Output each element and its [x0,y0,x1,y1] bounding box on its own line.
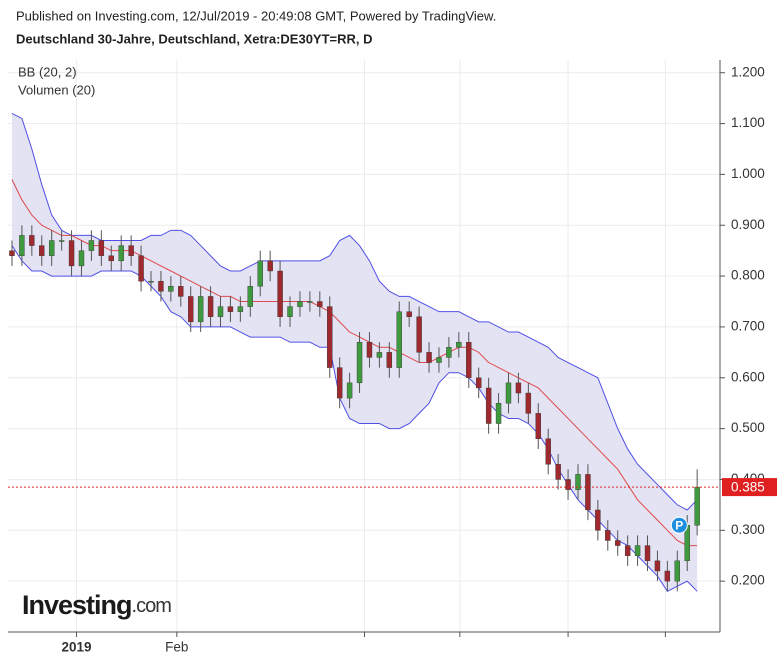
candle-body [128,245,134,256]
candle-body [277,270,283,317]
candle-body [9,250,15,256]
candle-body [624,545,631,556]
candle-body [535,413,541,439]
candle-body [446,347,452,358]
watermark: Investing.com [22,590,171,620]
candle-body [346,382,353,399]
candle-body [168,286,174,292]
y-tick-label: 0.600 [731,369,765,384]
indicator-label: BB (20, 2) [18,64,77,79]
candle-body [605,530,611,541]
candle-body [396,311,402,368]
x-tick-label: Feb [165,640,188,655]
candle-body [247,286,253,307]
band-upper [11,112,698,511]
y-tick-label: 0.500 [731,420,765,435]
candle-body [575,474,581,490]
y-tick-label: 1.100 [731,115,765,130]
indicator-label: Volumen (20) [18,82,95,97]
candle-body [227,306,234,312]
band-lower [11,245,698,592]
candle-body [297,301,303,307]
candle-body [406,311,412,317]
candle-body [327,306,333,368]
candle-body [287,306,293,317]
last-price-box [722,478,777,497]
candle-body [505,382,512,404]
candle-body [585,474,591,511]
candle-body [664,570,671,582]
candle-body [694,486,700,526]
candle-body [138,255,144,282]
candle-body [565,479,571,490]
candle-body [88,240,95,251]
candle-body [485,387,492,424]
y-tick-label: 1.000 [731,166,765,181]
candle-body [525,392,532,414]
y-tick-label: 1.200 [731,64,765,79]
candle-body [515,382,522,394]
candle-body [237,306,244,312]
candle-body [58,240,65,242]
candle-body [366,341,373,358]
candle-body [188,296,194,323]
candle-body [426,352,432,363]
candle-body [39,245,45,256]
y-tick-label: 0.900 [731,217,765,232]
candle-body [555,464,561,480]
candle-body [108,255,114,262]
candle-body [654,560,661,572]
candle-body [436,357,442,363]
candle-body [644,545,651,562]
candle-body [356,341,363,384]
candle-body [456,341,462,348]
x-tick-label: 2019 [61,640,91,655]
candle-body [475,377,482,389]
candle-body [307,301,313,303]
band-fill [11,113,698,592]
y-tick-label: 0.700 [731,318,765,333]
marker [670,516,688,534]
watermark-brand: Investing [22,590,132,620]
candle-body [267,260,273,272]
candle-body [158,280,164,292]
candle-body [674,560,680,582]
candle-body [595,509,601,531]
candle-body [98,240,105,256]
candle-body [118,245,124,262]
candle-body [466,341,472,378]
band-middle [11,179,698,547]
candle-body [19,235,25,256]
candle-body [29,235,35,246]
plot-area [8,60,720,632]
candle-body [615,540,621,546]
candle-body [257,260,263,287]
last-price-label: 0.385 [731,480,765,495]
candle-body [178,286,184,297]
candle-body [545,438,551,465]
candle-body [634,545,641,556]
candle-body [217,306,224,317]
marker-label: P [675,518,683,532]
y-tick-label: 0.800 [731,268,765,283]
candle-body [376,352,383,358]
candle-body [197,296,204,323]
candle-body [148,280,154,283]
candle-body [416,316,422,353]
candle-body [48,240,55,256]
candle-body [317,301,323,307]
candle-body [68,240,75,267]
candle-body [386,352,393,368]
y-tick-label: 0.200 [731,573,765,588]
y-tick-label: 0.300 [731,522,765,537]
watermark-suffix: .com [132,595,172,617]
subtitle: Published on Investing.com, 12/Jul/2019 … [16,8,496,23]
candle-body [336,367,343,399]
chart-title: Deutschland 30-Jahre, Deutschland, Xetra… [16,31,373,46]
candle-body [78,250,85,267]
candle-body [495,403,502,424]
candle-body [207,296,214,317]
